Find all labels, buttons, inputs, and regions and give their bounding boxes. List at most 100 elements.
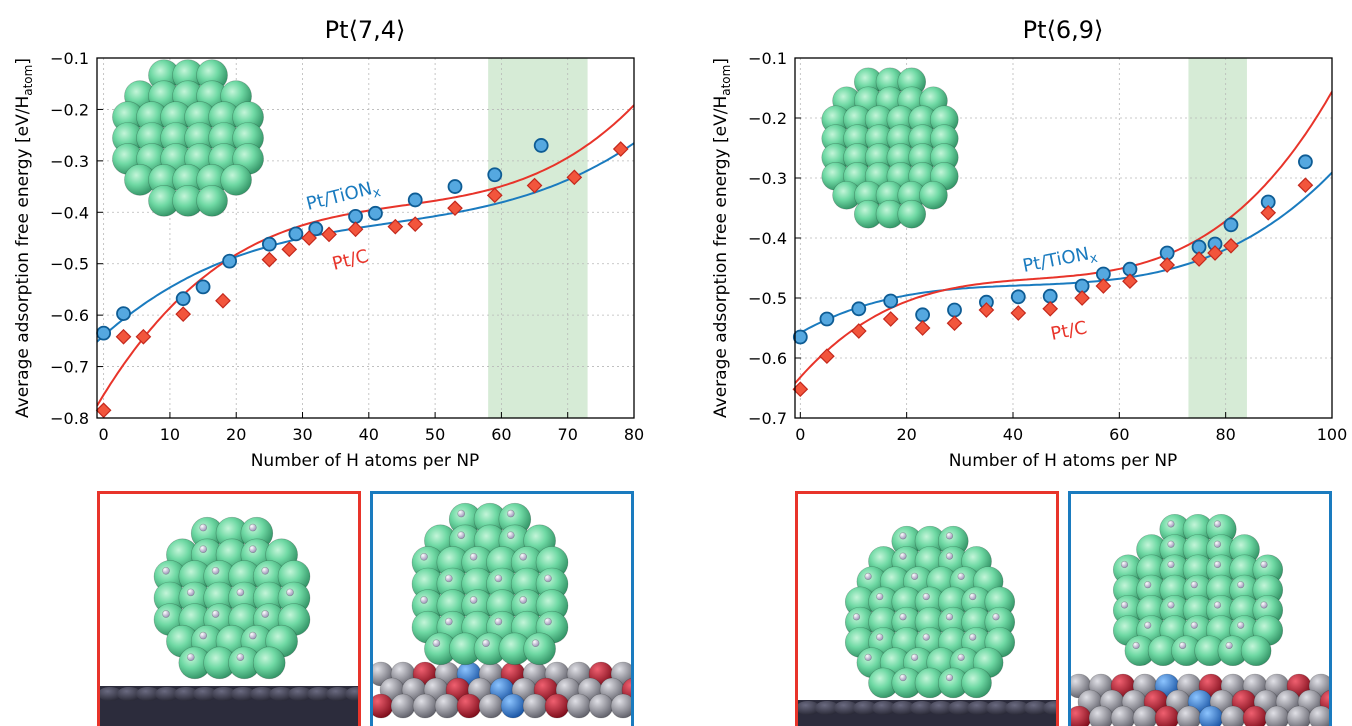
series-label-pt-c: Pt/C <box>330 246 371 275</box>
x-tick-label: 70 <box>558 425 578 444</box>
point-pt-tion <box>915 307 931 323</box>
point-pt-c <box>407 216 424 232</box>
x-tick-label: 80 <box>1215 425 1235 444</box>
titanium-atom <box>522 693 548 719</box>
point-pt-tion <box>1223 217 1239 233</box>
x-tick-label: 0 <box>99 425 109 444</box>
h-atom <box>469 552 478 561</box>
y-tick-label: −0.6 <box>748 349 787 368</box>
carbon-atom <box>231 687 255 701</box>
h-atom <box>162 566 170 575</box>
shaded-band <box>488 58 588 418</box>
point-pt-c <box>526 177 543 194</box>
y-tick-label: −0.3 <box>748 169 787 188</box>
render-pt74-on-carbon <box>100 494 358 726</box>
h-atom <box>261 566 270 575</box>
render-frame-pt-c <box>795 491 1059 726</box>
y-tick-label: −0.5 <box>50 255 89 274</box>
point-pt-c <box>1223 237 1239 254</box>
x-tick-label: 20 <box>896 425 916 444</box>
point-pt-c <box>946 315 963 332</box>
carbon-atom <box>250 687 274 701</box>
h-atom <box>494 617 503 626</box>
carbon-atom <box>986 701 1010 715</box>
carbon-atom <box>798 701 820 715</box>
point-pt-c <box>1297 177 1314 194</box>
h-atom <box>945 532 954 540</box>
pt-atom <box>220 164 252 196</box>
nanoparticle-inset-pt74 <box>112 59 264 217</box>
h-atom <box>286 588 294 597</box>
h-atom <box>1237 621 1245 629</box>
h-atom <box>1237 581 1245 589</box>
point-pt-tion <box>288 226 304 242</box>
carbon-atom <box>269 687 293 701</box>
h-atom <box>922 633 930 641</box>
y-tick-label: −0.2 <box>50 100 89 119</box>
point-pt-tion <box>487 167 503 183</box>
carbon-atom <box>948 701 972 715</box>
pt-atom <box>196 184 228 217</box>
point-pt-tion <box>407 192 423 208</box>
pt-atom <box>961 667 992 699</box>
h-atom <box>444 617 453 626</box>
pt-atom <box>252 646 286 680</box>
h-atom <box>957 653 965 661</box>
point-pt-c <box>321 226 337 243</box>
h-atom <box>248 631 257 640</box>
h-atom <box>457 509 466 518</box>
point-pt-tion <box>1042 288 1058 304</box>
carbon-atom <box>1005 701 1029 715</box>
carbon-atom <box>815 701 839 715</box>
h-atom <box>945 613 954 621</box>
pt-atom <box>523 632 556 666</box>
point-pt-c <box>1159 257 1176 273</box>
carbon-atom <box>136 687 160 701</box>
h-atom <box>482 639 490 648</box>
h-atom <box>469 596 478 604</box>
carbon-atom <box>853 701 877 715</box>
x-tick-label: 100 <box>1317 425 1348 444</box>
h-atom <box>544 617 552 626</box>
point-pt-c <box>387 218 404 235</box>
point-pt-tion <box>348 208 363 224</box>
h-atom <box>1120 560 1129 569</box>
h-atom <box>236 588 245 597</box>
h-atom <box>531 639 540 648</box>
point-pt-tion <box>308 221 324 237</box>
y-tick-label: −0.7 <box>748 409 787 428</box>
data-points <box>792 154 1314 398</box>
carbon-atom <box>100 687 122 701</box>
h-atom <box>922 593 930 601</box>
carbon-atom <box>212 687 236 701</box>
h-atom <box>992 613 1000 621</box>
h-atom <box>899 674 907 682</box>
x-axis-label: Number of H atoms per NP <box>949 451 1178 471</box>
h-atom <box>945 552 954 560</box>
plot-frame <box>794 57 1333 419</box>
h-atom <box>236 653 245 662</box>
h-atom <box>544 574 552 583</box>
plot-frame <box>96 57 635 419</box>
chart-panel-pt74: 0 10 20 30 40 50 60 70 80 −0.8−0.7−0.6−0.5−0.4−0… <box>13 16 644 471</box>
point-pt-c <box>115 328 132 345</box>
titanium-atom <box>566 693 592 719</box>
h-atom <box>261 610 270 618</box>
h-atom <box>444 574 453 583</box>
h-atom <box>420 552 428 561</box>
point-pt-tion <box>883 293 899 309</box>
h-atom <box>864 572 872 580</box>
h-atom <box>199 523 208 532</box>
h-atom <box>186 653 195 662</box>
point-pt-c <box>215 292 231 309</box>
y-tick-label: −0.4 <box>50 203 89 222</box>
carbon-atom <box>326 687 350 701</box>
point-pt-c <box>1074 290 1090 306</box>
point-pt-c <box>1260 204 1277 221</box>
carbon-atom <box>910 701 934 715</box>
render-frame-pt-c <box>97 491 361 726</box>
point-pt-c <box>850 323 867 339</box>
carbon-atom <box>193 687 217 701</box>
h-atom <box>199 545 208 554</box>
